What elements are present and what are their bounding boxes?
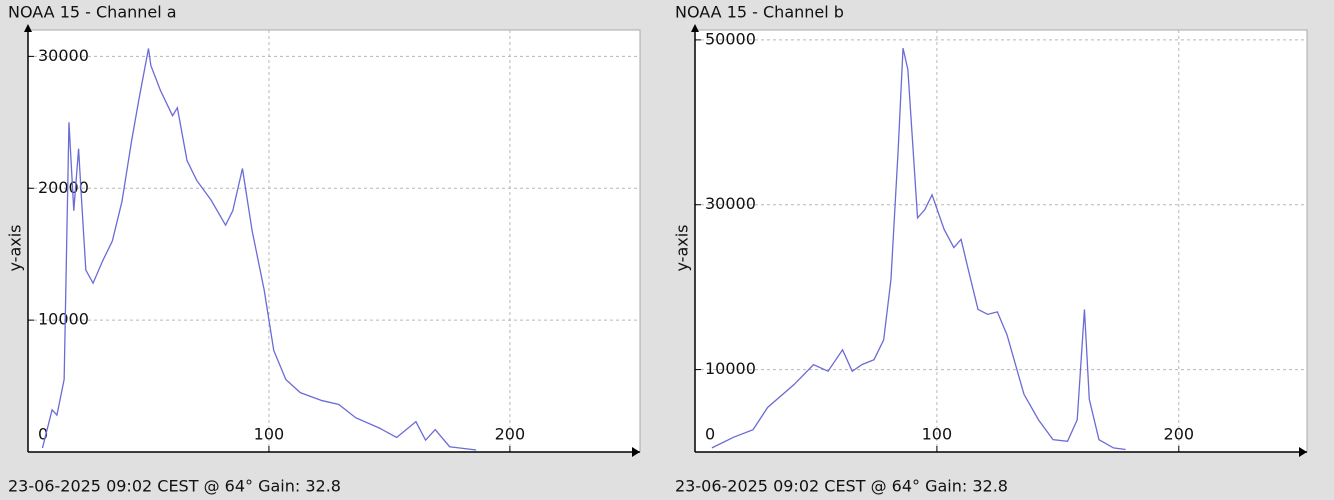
y-tick-label: 30000 [705,194,756,213]
x-axis-arrow [632,447,640,457]
chart-title: NOAA 15 - Channel b [675,3,844,22]
plot-area [694,29,1308,453]
x-axis-arrow [1299,447,1307,457]
y-axis-arrow [691,24,699,32]
y-tick-label: 10000 [705,359,756,378]
y-axis-label: y-axis [673,224,692,271]
x-tick-label: 0 [705,425,715,444]
y-tick-label: 30000 [38,46,89,65]
plot-area [27,29,641,453]
data-line [41,48,477,451]
y-axis-arrow [24,24,32,32]
x-tick-label: 200 [1164,425,1195,444]
chart-title: NOAA 15 - Channel a [8,3,177,22]
x-tick-label: 200 [495,425,526,444]
y-tick-label: 10000 [38,310,89,329]
caption: 23-06-2025 09:02 CEST @ 64° Gain: 32.8 [8,477,341,496]
x-tick-label: 0 [38,425,48,444]
y-axis-label: y-axis [6,224,25,271]
data-line [711,47,1126,451]
x-tick-label: 100 [922,425,953,444]
x-tick-label: 100 [254,425,285,444]
caption: 23-06-2025 09:02 CEST @ 64° Gain: 32.8 [675,477,1008,496]
y-tick-label: 50000 [705,29,756,48]
